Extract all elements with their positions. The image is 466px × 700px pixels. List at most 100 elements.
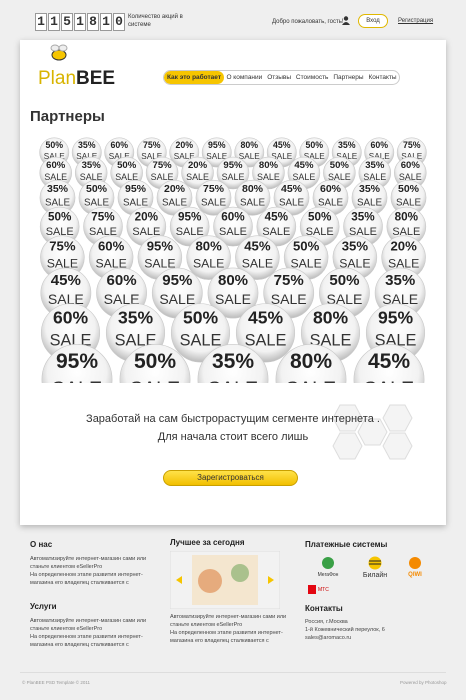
register-button[interactable]: Зарегистроваться — [163, 470, 298, 486]
about: О нас Автоматизируйте интернет-магазин са… — [30, 540, 160, 587]
sale-badge[interactable]: 50% SALE — [170, 303, 231, 363]
sale-percent: 45% — [51, 272, 81, 289]
sale-badge[interactable]: 20%SALE — [181, 156, 214, 190]
sale-label: SALE — [262, 226, 290, 238]
payment-megafon[interactable]: МегаФон — [308, 556, 348, 578]
payment-mts[interactable]: МТС — [308, 585, 329, 594]
services: Услуги Автоматизируйте интернет-магазин с… — [30, 602, 160, 649]
welcome: Добро пожаловать, гость! — [272, 19, 344, 25]
sale-percent: 35% — [338, 140, 356, 150]
register-link[interactable]: Регистрация — [398, 18, 434, 24]
footer-title: О нас — [30, 540, 53, 549]
nav-item[interactable]: Стоимость — [295, 74, 329, 81]
footer-title: Услуги — [30, 602, 57, 611]
sale-circle — [213, 206, 253, 247]
sale-badge[interactable]: 20%SALE — [156, 179, 193, 216]
footer-text: Автоматизируйте интернет-магазин сами ил… — [30, 618, 147, 632]
sale-label: SALE — [271, 291, 307, 307]
sale-circle — [234, 179, 271, 216]
nav-item[interactable]: Отзывы — [267, 74, 291, 81]
sale-badge[interactable]: 75% SALE — [195, 179, 232, 216]
sale-badge[interactable]: 35% SALE — [39, 179, 76, 216]
sale-badge[interactable]: 35% SALE — [351, 179, 388, 216]
sale-circle — [353, 344, 425, 383]
sale-badge[interactable]: 80%SALE — [186, 235, 231, 280]
sale-percent: 35% — [342, 239, 369, 254]
sale-percent: 35% — [359, 183, 381, 195]
megafon-icon — [322, 557, 334, 569]
sale-badge[interactable]: 80%SALE — [234, 179, 271, 216]
sale-badge[interactable]: 35% SALE — [343, 206, 383, 247]
sale-percent: 75% — [91, 210, 115, 223]
sale-badge[interactable]: 80%SALE — [275, 344, 347, 383]
sale-label: SALE — [48, 291, 84, 307]
sale-badge[interactable]: 60% SALE — [312, 179, 349, 216]
counter-digit: 5 — [61, 13, 73, 31]
sale-percent: 75% — [143, 140, 161, 150]
sale-badge[interactable]: 75% SALE — [40, 235, 85, 280]
sale-percent: 35% — [118, 308, 154, 328]
sale-badge[interactable]: 50% SALE — [390, 179, 427, 216]
sale-percent: 80% — [395, 210, 419, 223]
sale-percent: 35% — [385, 272, 415, 289]
sale-label: SALE — [369, 152, 390, 161]
sale-label: SALE — [186, 172, 209, 182]
sale-badge[interactable]: 20%SALE — [381, 235, 426, 280]
sale-percent: 20% — [188, 160, 208, 171]
sale-badge[interactable]: 45% SALE — [256, 206, 297, 247]
sale-percent: 95% — [125, 183, 147, 195]
sale-badge[interactable]: 50% SALE — [119, 344, 191, 383]
sale-label: SALE — [240, 197, 266, 208]
logo[interactable]: PlanBEE — [38, 68, 115, 90]
sale-badge[interactable]: 80%SALE — [207, 267, 259, 319]
contact-line: Россия, г.Москва — [305, 619, 348, 625]
sale-badge[interactable]: 45% SALE — [273, 179, 310, 216]
sale-badge[interactable]: 95%SALE — [216, 156, 250, 190]
sale-percent: 45% — [273, 140, 291, 150]
sale-percent: 45% — [368, 350, 410, 373]
counter-digit: 8 — [87, 13, 99, 31]
sale-badge[interactable]: 45% SALE — [353, 344, 425, 383]
nav-item[interactable]: Партнеры — [333, 74, 364, 81]
sale-circle — [181, 156, 214, 190]
sale-label: SALE — [180, 332, 222, 350]
sale-badge[interactable]: 80%SALE — [252, 156, 285, 190]
sale-badge[interactable]: 45% SALE — [235, 303, 296, 363]
nav-item[interactable]: Контакты — [368, 74, 397, 81]
sale-badge[interactable]: 50% SALE — [39, 206, 80, 247]
sale-label: SALE — [132, 226, 160, 238]
sale-percent: 95% — [378, 308, 414, 328]
partners-grid: 50%SALE35%SALE60%SALE75%SALE20%SALE95%SA… — [39, 137, 427, 383]
sale-label: SALE — [76, 152, 97, 161]
sale-percent: 35% — [212, 350, 254, 373]
sale-percent: 95% — [178, 210, 202, 223]
nav-item[interactable]: О компании — [226, 74, 263, 81]
sale-badge[interactable]: 35% SALE — [197, 344, 269, 383]
sale-label: SALE — [326, 291, 362, 307]
sale-label: SALE — [215, 291, 251, 307]
payment-beeline[interactable]: Билайн — [355, 556, 395, 579]
copyright: © PlanBEE PSD Template © 2011 — [22, 680, 91, 685]
bee-icon — [50, 44, 68, 61]
sale-percent: 35% — [365, 160, 385, 171]
sale-badge[interactable]: 95%SALE — [41, 344, 113, 383]
sale-badge[interactable]: 45% SALE — [235, 235, 280, 280]
sale-percent: 80% — [259, 160, 279, 171]
sale-percent: 60% — [46, 160, 66, 171]
payment-label: МТС — [318, 586, 329, 593]
logo-plan: Plan — [38, 68, 77, 89]
nav-item[interactable]: Как это работает — [164, 71, 224, 84]
counter-digit: 1 — [48, 13, 60, 31]
sale-badge[interactable]: 95%SALE — [117, 179, 154, 216]
payment-qiwi[interactable]: QIWI — [400, 556, 430, 578]
sale-badge[interactable]: 80%SALE — [386, 206, 427, 247]
sale-badge[interactable]: 50% SALE — [78, 179, 115, 216]
sale-percent: 45% — [265, 210, 289, 223]
login-button[interactable]: Вход — [358, 14, 388, 28]
sale-percent: 75% — [403, 140, 421, 150]
sale-badge[interactable]: 60% SALE — [213, 206, 253, 247]
sale-label: SALE — [84, 197, 110, 208]
sale-label: SALE — [286, 378, 336, 383]
sale-badge[interactable]: 95%SALE — [169, 206, 210, 247]
sale-label: SALE — [89, 226, 117, 238]
